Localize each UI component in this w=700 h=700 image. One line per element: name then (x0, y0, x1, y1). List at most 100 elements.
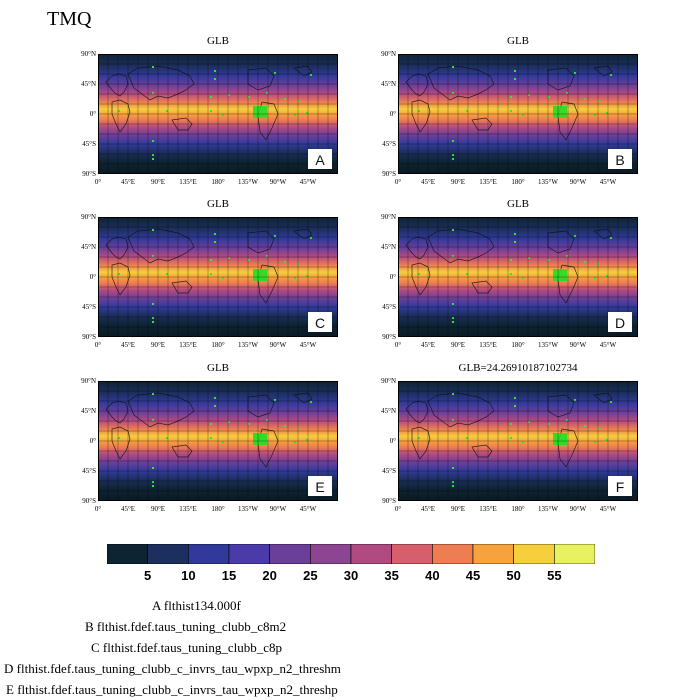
lat-tick-label: 0° (89, 110, 96, 118)
lon-tick-label: 135°W (238, 341, 258, 349)
lon-tick-label: 45°W (299, 505, 317, 513)
lon-tick-label: 90°E (150, 505, 166, 513)
lat-tick-label: 45°S (82, 140, 96, 148)
panel-letter: F (616, 479, 625, 495)
lon-tick-label: 90°W (269, 178, 287, 186)
lat-tick-label: 0° (389, 437, 396, 445)
lon-tick-label: 90°E (150, 341, 166, 349)
colorbar-box (310, 544, 352, 564)
lon-tick-label: 135°W (238, 505, 258, 513)
lon-tick-label: 135°W (538, 341, 558, 349)
colorbar-label: 15 (221, 568, 237, 583)
lat-tick-label: 90°N (81, 213, 96, 221)
panel-title: GLB (207, 198, 229, 210)
colorbar-label: 55 (547, 568, 562, 583)
lon-tick-label: 135°E (479, 505, 497, 513)
lat-tick-label: 90°S (82, 333, 96, 341)
lat-tick-label: 45°N (381, 407, 396, 415)
lon-tick-label: 135°E (479, 341, 497, 349)
lat-tick-label: 90°N (81, 377, 96, 385)
lon-tick-label: 45°W (299, 178, 317, 186)
lat-tick-label: 45°S (82, 303, 96, 311)
lon-tick-label: 0° (394, 341, 402, 349)
legend-entry-C: C flthist.fdef.taus_tuning_clubb_c8p (91, 640, 283, 655)
lon-tick-label: 0° (394, 178, 402, 186)
lon-tick-label: 90°E (450, 505, 466, 513)
colorbar-box (472, 544, 514, 564)
panel-title: GLB (507, 35, 529, 47)
lat-tick-label: 90°N (381, 377, 396, 385)
lat-tick-label: 45°N (381, 243, 396, 251)
colorbar-box (554, 544, 595, 564)
lon-tick-label: 135°W (538, 178, 558, 186)
panel-title: GLB (207, 362, 229, 374)
panel-letter: D (615, 315, 625, 331)
lon-tick-label: 45°E (420, 178, 436, 186)
lat-tick-label: 45°S (382, 467, 396, 475)
lon-tick-label: 45°E (420, 341, 436, 349)
lon-tick-label: 90°W (269, 505, 287, 513)
colorbar-label: 30 (343, 568, 359, 583)
lat-tick-label: 90°S (382, 333, 396, 341)
lat-tick-label: 45°N (81, 243, 96, 251)
panel-letter-box (308, 149, 332, 169)
panel-title: GLB (207, 35, 229, 47)
lat-tick-label: 45°S (82, 467, 96, 475)
colorbar-label: 25 (303, 568, 318, 583)
panel-letter: E (315, 479, 324, 495)
lon-tick-label: 135°E (479, 178, 497, 186)
lat-tick-label: 90°N (381, 213, 396, 221)
panel-letter-box (308, 312, 332, 332)
lat-tick-label: 45°N (81, 407, 96, 415)
lon-tick-label: 180° (511, 341, 525, 349)
lon-tick-label: 135°E (179, 341, 197, 349)
lat-tick-label: 0° (89, 437, 96, 445)
lon-tick-label: 45°E (120, 505, 136, 513)
lon-tick-label: 45°E (120, 178, 136, 186)
lon-tick-label: 45°W (299, 341, 317, 349)
lon-tick-label: 135°W (538, 505, 558, 513)
lon-tick-label: 180° (211, 341, 225, 349)
lon-tick-label: 90°W (569, 178, 587, 186)
legend-entry-B: B flthist.fdef.taus_tuning_clubb_c8m2 (85, 619, 287, 634)
colorbar-label: 5 (144, 568, 152, 583)
colorbar-box (228, 544, 270, 564)
panel-letter: C (315, 315, 325, 331)
map-panel-C: C (98, 217, 338, 337)
lat-tick-label: 0° (389, 110, 396, 118)
lon-tick-label: 0° (94, 178, 102, 186)
panel-letter-box (608, 476, 632, 496)
panel-letter: A (315, 152, 325, 168)
panel-letter-box (308, 476, 332, 496)
legend-entry-A: A flthist134.000f (152, 598, 241, 613)
lat-tick-label: 0° (389, 273, 396, 281)
lon-tick-label: 135°E (179, 505, 197, 513)
map-panel-F: F (398, 381, 638, 501)
lon-tick-label: 45°W (599, 505, 617, 513)
colorbar-label: 35 (384, 568, 399, 583)
lon-tick-label: 90°W (569, 505, 587, 513)
lon-tick-label: 180° (511, 178, 525, 186)
colorbar-box (391, 544, 433, 564)
colorbar-label: 50 (506, 568, 521, 583)
lat-tick-label: 45°N (81, 80, 96, 88)
colorbar-label: 45 (465, 568, 481, 583)
lat-tick-label: 90°S (82, 170, 96, 178)
lat-tick-label: 90°S (382, 170, 396, 178)
lat-tick-label: 45°N (381, 80, 396, 88)
colorbar-box (188, 544, 230, 564)
panel-letter-box (608, 312, 632, 332)
lon-tick-label: 0° (94, 341, 102, 349)
colorbar-box (350, 544, 392, 564)
panel-title: GLB (507, 198, 529, 210)
map-panel-D: D (398, 217, 638, 337)
lat-tick-label: 45°S (382, 303, 396, 311)
lat-tick-label: 0° (89, 273, 96, 281)
figure-title: TMQ (47, 8, 92, 30)
lon-tick-label: 180° (211, 178, 225, 186)
colorbar-box (147, 544, 189, 564)
lon-tick-label: 90°E (450, 178, 466, 186)
lat-tick-label: 45°S (382, 140, 396, 148)
lon-tick-label: 90°W (269, 341, 287, 349)
lat-tick-label: 90°N (381, 50, 396, 58)
